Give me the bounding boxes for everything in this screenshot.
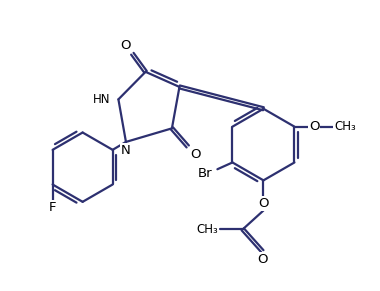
Text: CH₃: CH₃ <box>196 223 218 236</box>
Text: O: O <box>120 39 131 52</box>
Text: F: F <box>49 201 56 214</box>
Text: O: O <box>258 197 269 210</box>
Text: N: N <box>121 144 131 157</box>
Text: HN: HN <box>93 93 110 106</box>
Text: Br: Br <box>198 167 213 180</box>
Text: CH₃: CH₃ <box>334 120 356 133</box>
Text: O: O <box>190 148 201 161</box>
Text: O: O <box>309 120 319 133</box>
Text: O: O <box>257 253 268 266</box>
